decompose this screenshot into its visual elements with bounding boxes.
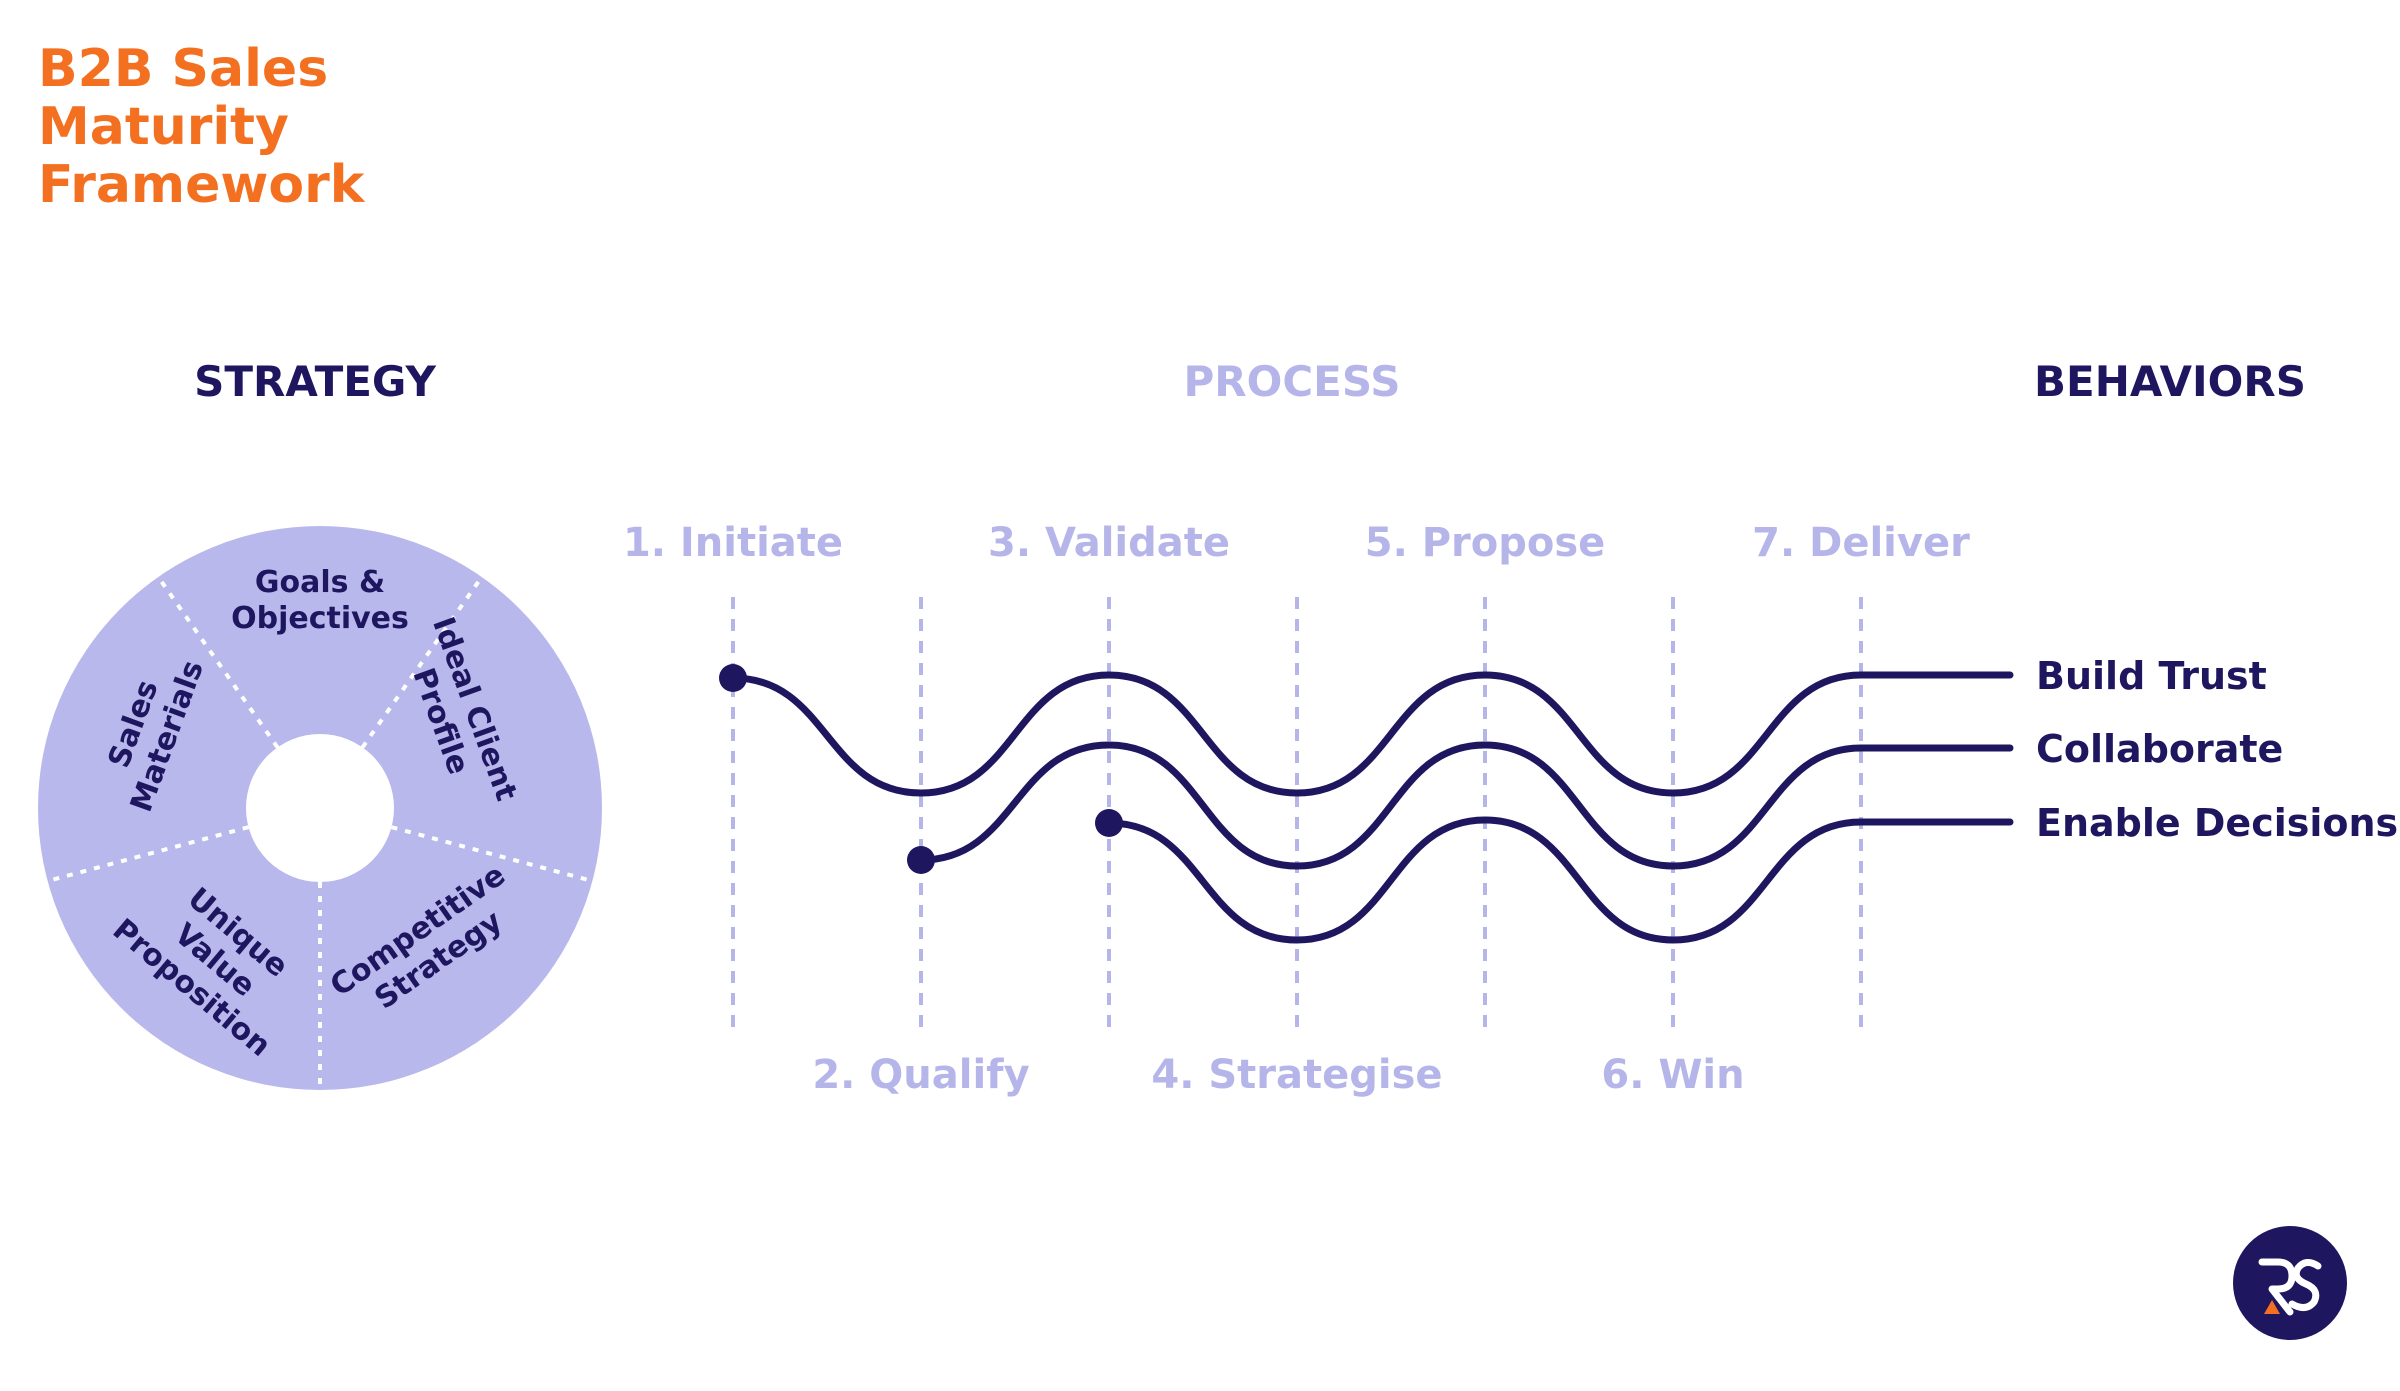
wheel-segment-line: Objectives [231, 601, 409, 636]
strategy-wheel: Goals &Objectives Ideal ClientProfileComp… [38, 526, 602, 1090]
process-guides [731, 597, 1863, 1028]
wave-start-dot [907, 846, 935, 874]
wheel-segment-line: Goals & [255, 565, 385, 600]
strategy-heading: STRATEGY [194, 357, 436, 406]
process-heading: PROCESS [1184, 357, 1401, 406]
wheel-divider [47, 825, 250, 883]
behavior-wave [917, 741, 2014, 870]
logo-s-mark [2288, 1259, 2322, 1311]
process-step-label: 2. Qualify [812, 1052, 1029, 1098]
behavior-label: Enable Decisions [2036, 801, 2398, 845]
page-title: B2B Sales Maturity Framework [38, 39, 366, 215]
logo-accent-mark [2264, 1300, 2280, 1314]
behaviors-heading: BEHAVIORS [2034, 357, 2306, 406]
process-step-label: 6. Win [1601, 1052, 1744, 1098]
behavior-labels: Build Trust Collaborate Enable Decisions [2036, 654, 2398, 845]
process-step-label: 1. Initiate [623, 520, 843, 566]
process-step-label: 7. Deliver [1752, 520, 1970, 566]
behavior-wave [1105, 816, 2014, 944]
logo-r-mark [2258, 1258, 2296, 1316]
process-labels: 1. Initiate 2. Qualify 3. Validate 4. Strat… [623, 520, 1970, 1098]
behavior-waves [719, 664, 2014, 944]
rs-monogram-logo [2233, 1226, 2347, 1340]
behavior-label: Build Trust [2036, 654, 2267, 698]
title-line-1: B2B Sales [38, 39, 328, 99]
wheel-hub [246, 734, 394, 882]
wheel-segment-label: Goals &Objectives [231, 565, 409, 636]
behavior-wave [729, 671, 2014, 797]
wave-start-dot [719, 664, 747, 692]
wheel-dividers [47, 575, 593, 1090]
title-line-3: Framework [38, 155, 366, 215]
wheel-divider [156, 575, 280, 749]
wave-start-dot [1095, 809, 1123, 837]
behavior-label: Collaborate [2036, 727, 2283, 771]
process-step-label: 4. Strategise [1151, 1052, 1442, 1098]
process-step-label: 5. Propose [1365, 520, 1606, 566]
wheel-divider [390, 825, 593, 883]
title-line-2: Maturity [38, 97, 289, 157]
process-step-label: 3. Validate [988, 520, 1230, 566]
wheel-divider [360, 575, 484, 749]
